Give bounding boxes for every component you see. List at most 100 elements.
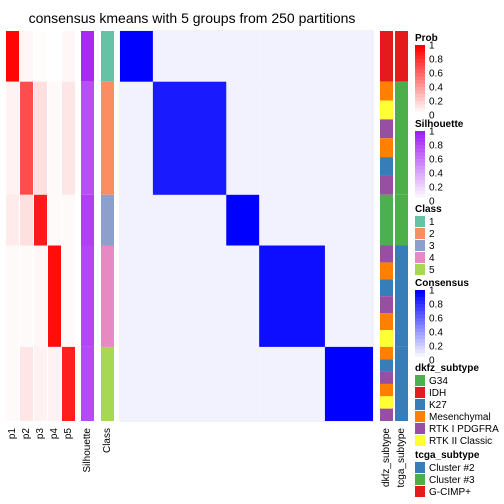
column-label-p1: p1 <box>7 428 18 440</box>
silhouette-gradient-step <box>415 190 425 195</box>
class-cell-g1 <box>101 31 114 82</box>
dkfz-subtype-legend-title: dkfz_subtype <box>415 363 479 374</box>
dkfz-subtype-legend-swatch <box>415 411 425 422</box>
prob-cell-g3-p3 <box>34 194 47 246</box>
tcga-subtype-legend-title: tcga_subtype <box>415 450 480 461</box>
prob-gradient-step <box>415 104 425 109</box>
prob-cell-g5-p2 <box>20 346 33 421</box>
dkfz-cell-g5-6 <box>380 408 393 421</box>
prob-cell-g2-p4 <box>48 81 61 195</box>
consensus-block-5 <box>324 346 373 421</box>
consensus-gradient-step <box>415 346 425 350</box>
consensus-offblock-5-3 <box>324 194 373 246</box>
consensus-gradient-step <box>415 311 425 315</box>
silhouette-legend-tick: 1 <box>429 127 435 138</box>
prob-cell-g2-p2 <box>20 81 33 195</box>
prob-gradient-step <box>415 52 425 56</box>
prob-gradient-step <box>415 62 425 67</box>
consensus-gradient-step <box>415 293 425 298</box>
silhouette-legend-tick: 0.2 <box>429 183 443 194</box>
dkfz-cell-g4-3 <box>380 279 393 297</box>
prob-gradient-step <box>415 87 425 91</box>
prob-cell-g4-p4 <box>48 245 61 347</box>
consensus-gradient-step <box>415 314 425 319</box>
silhouette-legend-tick: 0.8 <box>429 141 443 152</box>
column-label-dkfz-subtype: dkfz_subtype <box>381 428 392 487</box>
dkfz-cell-g4-5 <box>380 313 393 330</box>
silhouette-gradient-step <box>415 187 425 191</box>
class-legend-swatch <box>415 264 425 275</box>
silhouette-gradient-step <box>415 183 425 188</box>
consensus-offblock-2-1 <box>152 31 227 82</box>
dkfz-cell-g2-2 <box>380 100 393 120</box>
prob-cell-g1-p2 <box>20 31 33 82</box>
consensus-legend-tick: 0.4 <box>429 328 443 339</box>
consensus-legend-tick: 0 <box>429 356 435 367</box>
silhouette-gradient-step <box>415 194 425 198</box>
column-label-p5: p5 <box>63 428 74 440</box>
prob-cell-g2-p1 <box>6 81 19 195</box>
dkfz-cell-g5-1 <box>380 346 393 360</box>
silhouette-legend-tick: 0.6 <box>429 155 443 166</box>
prob-cell-g3-p5 <box>62 194 75 246</box>
silhouette-gradient-step <box>415 173 425 177</box>
silhouette-gradient-step <box>415 169 425 174</box>
class-legend-swatch <box>415 216 425 227</box>
consensus-offblock-4-1 <box>259 31 325 82</box>
silhouette-cell-g5 <box>81 346 94 421</box>
prob-legend-tick: 0.2 <box>429 97 443 108</box>
prob-cell-g1-p1 <box>6 31 19 82</box>
consensus-gradient-step <box>415 321 425 326</box>
consensus-offblock-3-2 <box>226 81 260 195</box>
tcga-cell-g2 <box>395 81 408 195</box>
tcga-cell-g5 <box>395 346 408 421</box>
silhouette-gradient-step <box>415 155 425 160</box>
tcga-cell-g3 <box>395 194 408 246</box>
prob-gradient-step <box>415 101 425 105</box>
silhouette-gradient-step <box>415 145 425 149</box>
consensus-offblock-5-4 <box>324 245 373 347</box>
consensus-gradient-step <box>415 356 425 361</box>
prob-cell-g5-p4 <box>48 346 61 421</box>
consensus-block-4 <box>259 245 325 347</box>
dkfz-cell-g5-3 <box>380 371 393 384</box>
consensus-gradient-step <box>415 332 425 336</box>
silhouette-gradient-step <box>415 148 425 153</box>
dkfz-cell-g1 <box>380 31 393 82</box>
consensus-matrix <box>119 30 374 422</box>
silhouette-gradient-step <box>415 166 425 170</box>
class-legend-label: 1 <box>429 217 435 228</box>
consensus-offblock-2-5 <box>152 346 227 421</box>
consensus-offblock-5-1 <box>324 31 373 82</box>
consensus-gradient-step <box>415 304 425 308</box>
prob-gradient-step <box>415 90 425 95</box>
consensus-offblock-1-5 <box>120 346 153 421</box>
dkfz-subtype-legend-label: K27 <box>429 400 447 411</box>
tcga-cell-g1 <box>395 31 408 82</box>
silhouette-gradient-step <box>415 152 425 156</box>
dkfz-cell-g2-1 <box>380 81 393 101</box>
class-cell-g5 <box>101 346 114 421</box>
dkfz-cell-g2-3 <box>380 119 393 139</box>
prob-legend-tick: 0.4 <box>429 83 443 94</box>
dkfz-subtype-legend-label: RTK II Classic <box>429 436 492 447</box>
consensus-gradient-step <box>415 353 425 357</box>
prob-cell-g5-p5 <box>62 346 75 421</box>
prob-gradient-step <box>415 45 425 49</box>
consensus-offblock-5-2 <box>324 81 373 195</box>
prob-cell-g4-p2 <box>20 245 33 347</box>
consensus-block-2 <box>152 81 227 195</box>
prob-cell-g4-p3 <box>34 245 47 347</box>
consensus-legend-tick: 0.8 <box>429 300 443 311</box>
column-label-p2: p2 <box>21 428 32 440</box>
dkfz-subtype-legend-swatch <box>415 435 425 446</box>
prob-cell-g3-p1 <box>6 194 19 246</box>
prob-cell-g3-p2 <box>20 194 33 246</box>
prob-cell-g4-p5 <box>62 245 75 347</box>
dkfz-subtype-legend-swatch <box>415 387 425 398</box>
dkfz-cell-g4-4 <box>380 296 393 314</box>
column-label-p4: p4 <box>49 428 60 440</box>
silhouette-cell-g2 <box>81 81 94 195</box>
silhouette-gradient-step <box>415 134 425 139</box>
